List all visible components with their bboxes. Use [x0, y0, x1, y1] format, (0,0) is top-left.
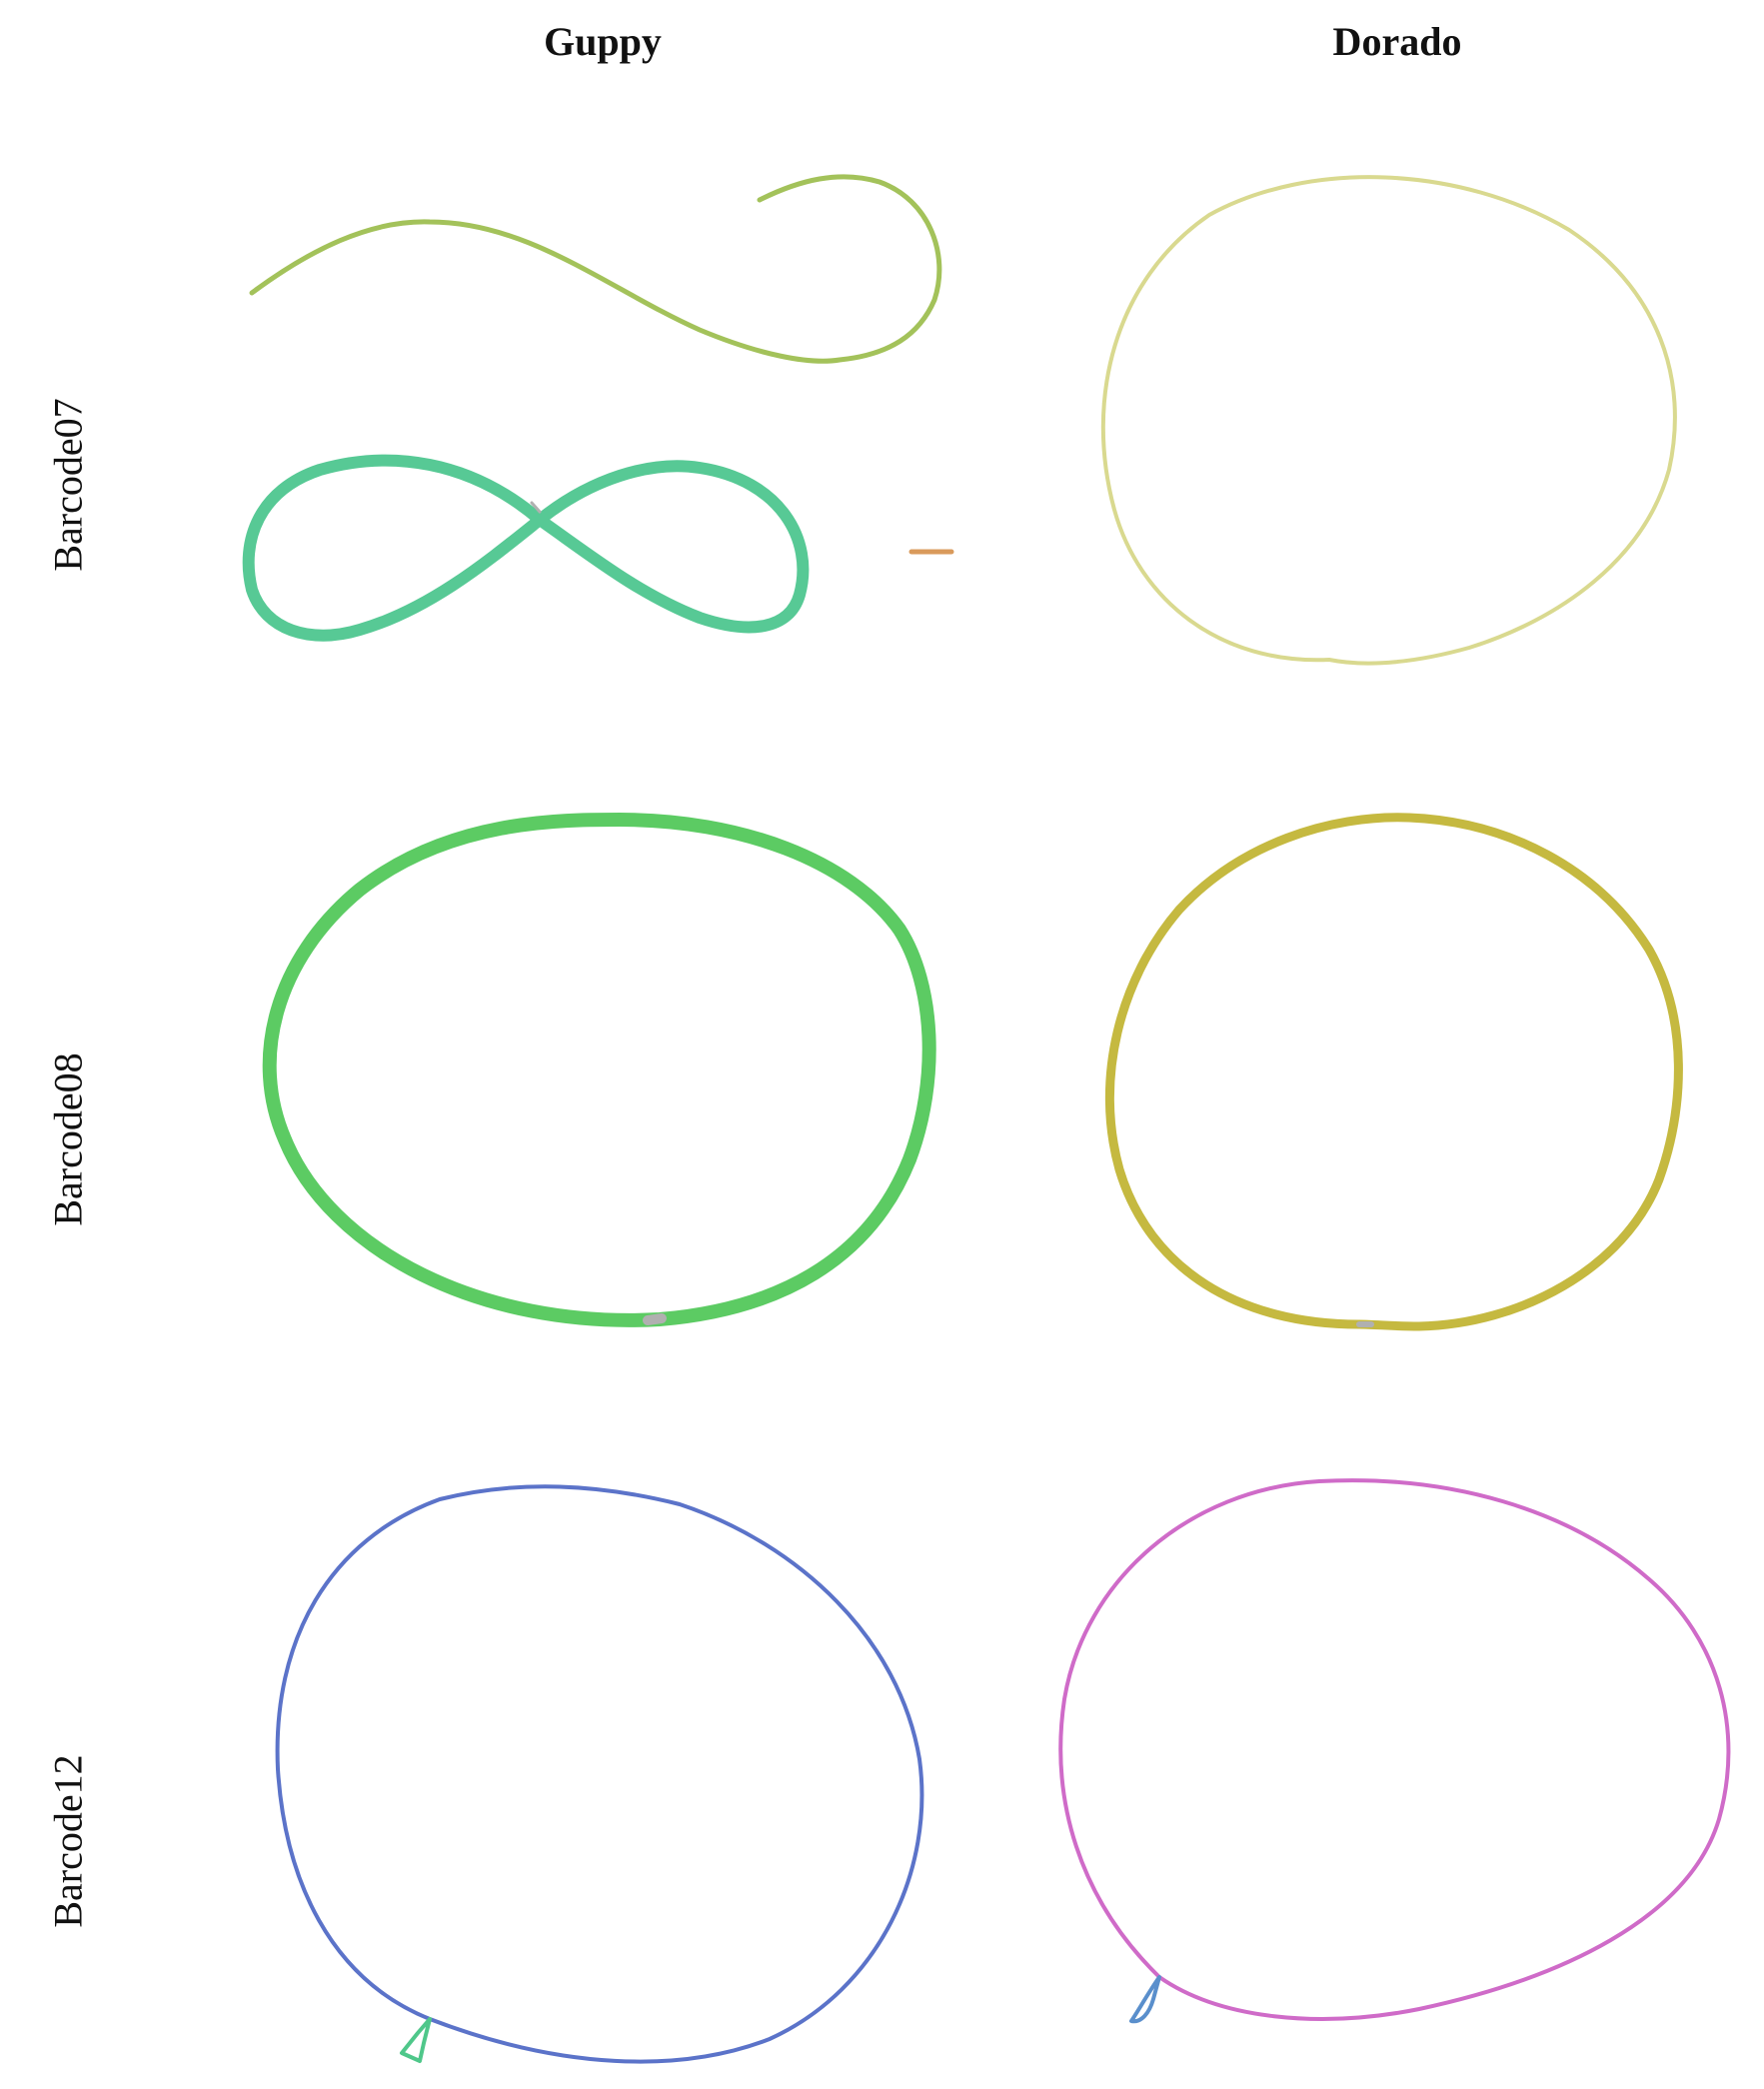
guppy-barcode08-circular-contig — [262, 813, 936, 1327]
dorado-barcode12-small-loop — [1129, 1975, 1161, 2024]
guppy-barcode07-linear-contig — [249, 174, 942, 364]
guppy-barcode07-figure8-contig — [242, 454, 810, 642]
dorado-barcode08-circular-contig — [1104, 813, 1683, 1331]
guppy-barcode08-gap-marker — [643, 1313, 667, 1325]
dorado-barcode07-circular-contig — [1100, 175, 1677, 666]
guppy-barcode12-small-loop — [400, 2017, 432, 2063]
guppy-barcode12-circular-contig — [275, 1484, 924, 2064]
guppy-barcode07-figure8-junction — [530, 501, 542, 514]
dorado-barcode12-circular-contig — [1058, 1478, 1731, 2021]
column-header-guppy: Guppy — [544, 19, 662, 64]
column-header-dorado: Dorado — [1332, 19, 1462, 64]
